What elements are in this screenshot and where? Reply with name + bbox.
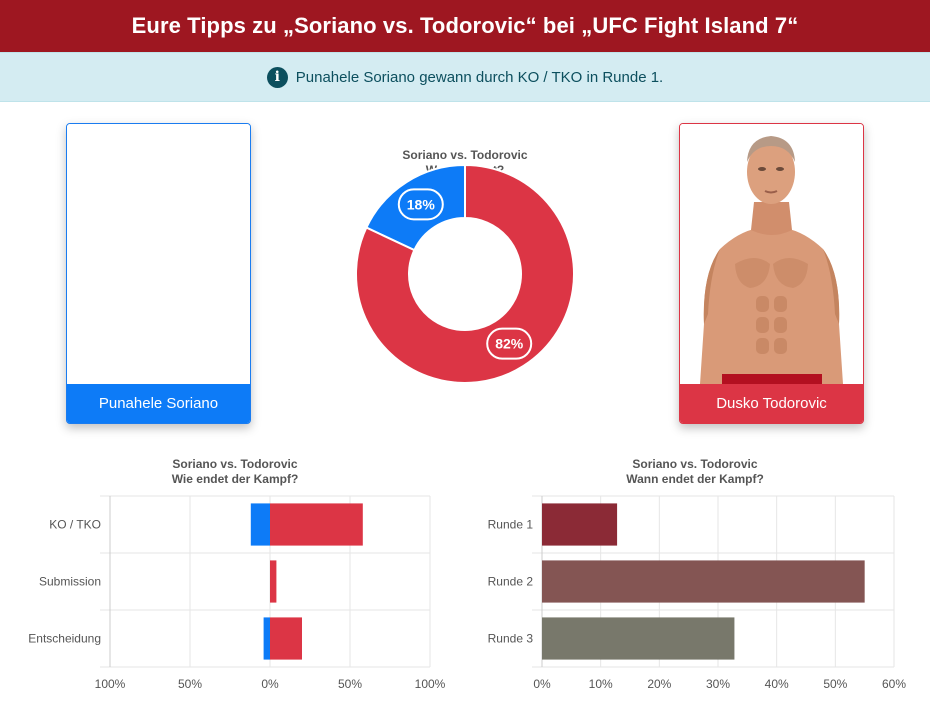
round-category-label: Runde 1 — [488, 518, 534, 532]
method-title-line-1: Soriano vs. Todorovic — [172, 457, 297, 471]
method-category-label: KO / TKO — [49, 518, 101, 532]
method-x-tick: 100% — [95, 677, 126, 691]
method-x-tick: 50% — [178, 677, 202, 691]
round-x-tick: 60% — [882, 677, 906, 691]
round-bar[interactable] — [542, 617, 735, 660]
method-bar-soriano[interactable] — [263, 617, 270, 660]
round-x-tick: 50% — [823, 677, 847, 691]
round-title-line-1: Soriano vs. Todorovic — [632, 457, 757, 471]
page-header: Eure Tipps zu „Soriano vs. Todorovic“ be… — [0, 0, 930, 52]
method-bar-soriano[interactable] — [250, 503, 270, 546]
round-title-line-2: Wann endet der Kampf? — [626, 472, 764, 486]
method-x-tick: 100% — [415, 677, 446, 691]
fighter-name-soriano: Punahele Soriano — [67, 384, 250, 423]
round-x-tick: 40% — [765, 677, 789, 691]
round-bar[interactable] — [542, 503, 618, 546]
result-text: Punahele Soriano gewann durch KO / TKO i… — [295, 68, 664, 86]
method-x-tick: 0% — [261, 677, 279, 691]
round-category-label: Runde 2 — [488, 575, 534, 589]
donut-label-badge-0 — [397, 188, 444, 221]
method-category-label: Submission — [39, 575, 101, 589]
method-bar-todorovic[interactable] — [270, 503, 363, 546]
method-category-label: Entscheidung — [28, 632, 101, 646]
method-bar-todorovic[interactable] — [270, 560, 277, 603]
donut-label-1: 82% — [495, 336, 524, 352]
round-bar[interactable] — [542, 560, 865, 603]
method-bar-todorovic[interactable] — [270, 617, 302, 660]
result-alert: i Punahele Soriano gewann durch KO / TKO… — [0, 52, 930, 102]
fighter-card-todorovic[interactable]: Dusko Todorovic — [679, 123, 864, 424]
method-bar-chart: Soriano vs. Todorovic Wie endet der Kamp… — [28, 457, 446, 691]
round-category-label: Runde 3 — [488, 632, 534, 646]
round-x-tick: 0% — [533, 677, 551, 691]
fighter-photo-illustration — [680, 124, 863, 384]
fighter-photo — [680, 124, 863, 384]
donut-label-0: 18% — [407, 196, 436, 212]
fighter-photo-placeholder — [67, 124, 250, 384]
info-icon: i — [266, 66, 288, 88]
method-x-tick: 50% — [338, 677, 362, 691]
page-title: Eure Tipps zu „Soriano vs. Todorovic“ be… — [131, 13, 799, 38]
round-x-tick: 30% — [706, 677, 730, 691]
round-x-tick: 20% — [647, 677, 671, 691]
round-x-tick: 10% — [589, 677, 613, 691]
round-bar-chart: Soriano vs. Todorovic Wann endet der Kam… — [488, 457, 907, 691]
method-title-line-2: Wie endet der Kampf? — [172, 472, 299, 486]
donut-title-line-1: Soriano vs. Todorovic — [402, 148, 527, 162]
fighter-card-soriano[interactable]: Punahele Soriano — [66, 123, 251, 424]
donut-label-badge-1 — [486, 327, 533, 360]
fighter-name-todorovic: Dusko Todorovic — [680, 384, 863, 423]
winner-donut-chart: Soriano vs. Todorovic Wer gewinnt? 18%82… — [355, 148, 575, 384]
